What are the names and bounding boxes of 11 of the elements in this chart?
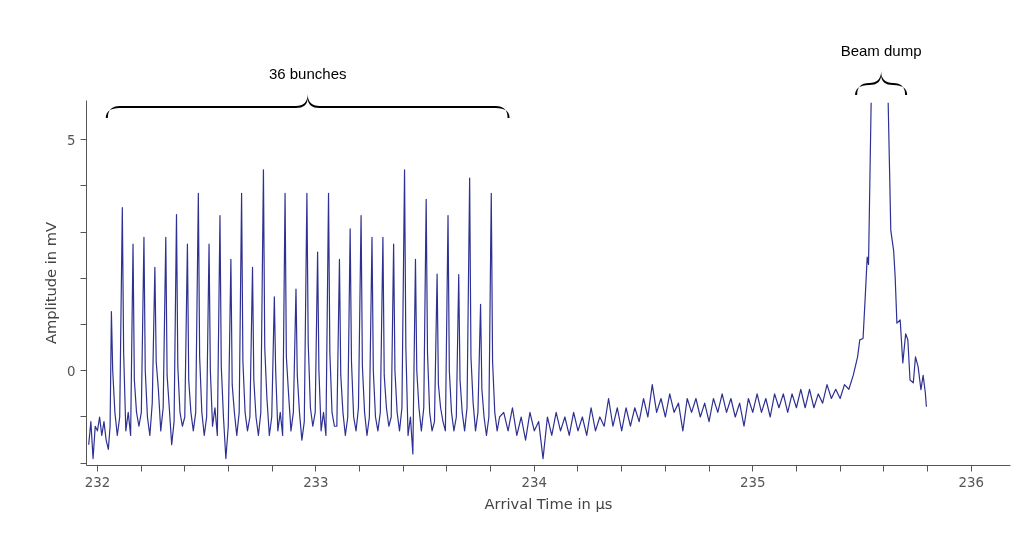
y-tick-label: 0: [67, 363, 76, 379]
text: 36 bunches: [268, 65, 347, 82]
x-tick-label: 234: [521, 474, 548, 490]
y-tick-label: 5: [67, 132, 76, 148]
y-axis-title: Amplitude in mV: [42, 221, 60, 345]
x-tick-label: 235: [740, 474, 766, 490]
x-axis-title: Arrival Time in µs: [484, 494, 613, 512]
x-tick-label: 232: [84, 474, 111, 490]
text: Beam dump: [840, 42, 922, 59]
x-tick-label: 233: [303, 474, 329, 490]
x-tick-label: 236: [958, 474, 984, 490]
